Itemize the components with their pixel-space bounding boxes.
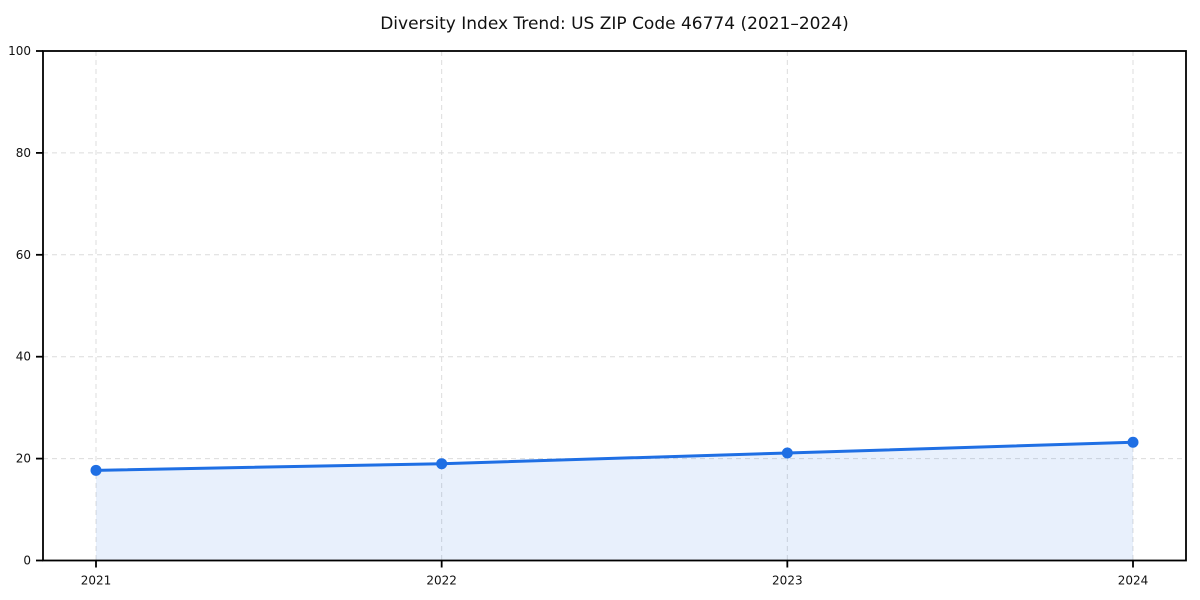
- data-point-marker: [781, 447, 793, 459]
- y-tick-label: 80: [16, 146, 31, 160]
- data-point-marker: [90, 464, 102, 476]
- x-tick-label: 2024: [1118, 574, 1149, 588]
- y-tick-label: 20: [16, 452, 31, 466]
- y-tick-label: 100: [8, 44, 31, 58]
- y-tick-label: 0: [23, 554, 31, 568]
- x-tick-label: 2022: [426, 574, 457, 588]
- chart-title: Diversity Index Trend: US ZIP Code 46774…: [380, 14, 849, 34]
- y-tick-label: 40: [16, 350, 31, 364]
- trend-line: [94, 440, 1135, 472]
- data-point-marker: [1127, 436, 1139, 448]
- x-tick-label: 2021: [81, 574, 112, 588]
- data-point-marker: [436, 458, 448, 470]
- axes-frame: [42, 50, 1187, 562]
- y-tick-label: 60: [16, 248, 31, 262]
- x-tick-label: 2023: [772, 574, 803, 588]
- area-fill: [96, 442, 1133, 561]
